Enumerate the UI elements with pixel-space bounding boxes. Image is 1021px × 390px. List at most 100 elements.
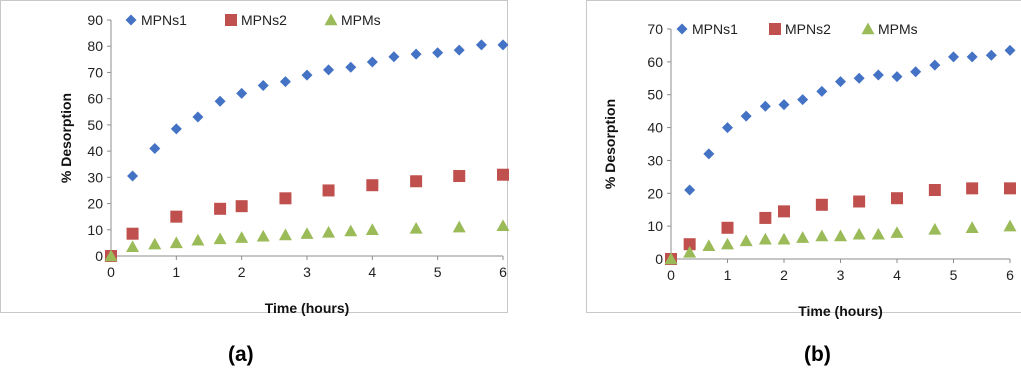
chart-a-x-axis-title: Time (hours)	[265, 300, 350, 316]
chart-b-mpns2-point	[759, 211, 772, 224]
chart-b-x-tick-label: 3	[837, 267, 845, 283]
chart-b-mpms-point	[721, 237, 734, 250]
chart-a-y-axis-title: % Desorption	[58, 93, 74, 183]
chart-a-y-tick-label: 70	[87, 64, 103, 80]
chart-b-y-tick-label: 30	[647, 152, 663, 168]
chart-a-mpms-point	[496, 219, 510, 232]
chart-b-mpns2-point	[721, 221, 734, 234]
chart-a-y-tick-label: 30	[87, 169, 103, 185]
chart-a-mpns1-point	[214, 95, 226, 107]
chart-a-mpms-point	[256, 229, 270, 242]
chart-b-y-axis-title: % Desorption	[602, 99, 618, 189]
chart-a-x-tick-label: 1	[172, 264, 180, 280]
chart-a-mpns1-point	[345, 61, 357, 73]
chart-a-mpns1-point	[236, 87, 248, 99]
chart-b-x-tick-label: 0	[667, 267, 675, 283]
chart-b-y-tick-label: 0	[655, 251, 663, 267]
chart-a-mpns2-point	[214, 202, 227, 215]
chart-a-mpms-point	[191, 233, 205, 246]
chart-b-mpns2-point	[853, 195, 866, 208]
chart-a-mpns1-point	[127, 170, 139, 182]
chart-panel-a: 0 10 20 30 40 50 60 70 80 90 0 1 2 3 4 5 6 Time (hours) % …	[0, 0, 510, 316]
chart-a-x-tick-label: 4	[368, 264, 376, 280]
chart-a-mpns1-point	[323, 64, 335, 76]
chart-b-mpns1-point	[966, 51, 978, 63]
chart-a-mpms-point	[344, 224, 358, 237]
chart-a-mpns1-point	[432, 47, 444, 59]
chart-a-y-tick-label: 50	[87, 117, 103, 133]
chart-b-mpms-point	[834, 229, 847, 242]
chart-b-mpms-point	[702, 239, 716, 252]
chart-a-x-tick-label: 2	[238, 264, 246, 280]
chart-b-legend-mpns1-label: MPNs1	[692, 21, 738, 37]
chart-b-mpns1-point	[929, 59, 941, 71]
chart-b-mpms-point	[664, 252, 678, 265]
chart-b-y-tick-label: 50	[647, 87, 663, 103]
chart-a-x-tick-label: 6	[499, 264, 507, 280]
chart-b-legend-mpns2-marker	[769, 23, 781, 35]
chart-b-mpns1-point	[835, 76, 846, 88]
chart-b-y-tick-label: 20	[647, 185, 663, 201]
chart-a-mpns2-point	[497, 168, 509, 181]
chart-a-legend-mpms-marker	[324, 13, 338, 26]
chart-a-mpns1-point	[497, 39, 509, 51]
chart-b-mpns1-point	[740, 110, 752, 122]
chart-b-x-tick-label: 6	[1006, 267, 1014, 283]
chart-a-y-tick-label: 0	[95, 248, 103, 264]
chart-a-mpns1-point	[149, 142, 161, 154]
chart-b-mpns1-point	[778, 99, 790, 111]
chart-a-mpns2-point	[170, 210, 183, 223]
chart-a-mpns2-point	[279, 192, 292, 205]
chart-a-legend-mpns2-marker	[225, 14, 237, 26]
chart-b-mpms-point	[796, 231, 810, 243]
chart-b-x-tick-label: 5	[950, 267, 958, 283]
chart-a-legend-mpns1-label: MPNs1	[141, 12, 187, 28]
chart-a-mpns1-point	[410, 48, 422, 60]
chart-a-mpns1-point	[279, 76, 291, 88]
chart-a-legend-mpns2-label: MPNs2	[241, 12, 287, 28]
chart-b-mpns2-point	[1004, 182, 1016, 195]
chart-a-mpns2-point	[235, 200, 248, 213]
chart-b-mpns1-point	[759, 100, 771, 112]
chart-b-mpns1-point	[703, 148, 715, 160]
chart-a-mpms-point	[213, 232, 227, 245]
chart-b-mpns1-point	[684, 184, 696, 196]
chart-b-mpns1-point	[910, 66, 922, 78]
chart-a-mpns2-point	[322, 184, 335, 197]
chart-b-mpms-point	[890, 226, 904, 238]
panel-label-b: (b)	[804, 343, 831, 366]
chart-b-y-tick-label: 60	[647, 54, 663, 70]
chart-a-mpms-point	[300, 227, 314, 239]
chart-a-mpns1-point	[257, 80, 269, 92]
chart-a-mpns2-point	[366, 179, 379, 192]
chart-a-x-tick-label: 0	[107, 264, 115, 280]
chart-a-legend-mpms-label: MPMs	[341, 12, 381, 28]
chart-a-y-tick-label: 40	[87, 143, 103, 159]
chart-b-legend-mpms-marker	[861, 22, 875, 35]
chart-a-mpns1-point	[170, 123, 182, 135]
chart-b-mpms-point	[852, 227, 866, 240]
chart-a-y-tick-label: 60	[87, 91, 103, 107]
chart-a-mpms-point	[452, 220, 466, 233]
chart-a-x-tick-label: 3	[303, 264, 311, 280]
chart-a-mpms-point	[409, 221, 423, 234]
chart-a-mpns1-point	[192, 111, 204, 123]
chart-b-mpns1-point	[722, 122, 733, 134]
chart-a-y-tick-label: 90	[87, 12, 103, 28]
chart-b-mpns2-point	[891, 192, 903, 205]
chart-a-mpms-point	[365, 223, 379, 235]
chart-b-x-axis-title: Time (hours)	[798, 303, 883, 319]
chart-b-mpms-point	[683, 245, 697, 258]
chart-b-legend-mpms-label: MPMs	[878, 21, 918, 37]
chart-a-mpns2-point	[453, 170, 466, 183]
chart-b-mpms-point	[965, 221, 979, 233]
chart-b-mpns1-point	[985, 49, 997, 61]
chart-a-mpns1-point	[366, 56, 378, 68]
chart-a-mpns1-point	[475, 39, 487, 51]
chart-b-legend-mpns1-marker	[676, 23, 688, 35]
chart-a-mpns2-point	[126, 227, 139, 240]
chart-a-x-tick-label: 5	[434, 264, 442, 280]
chart-b-mpns2-point	[683, 238, 696, 251]
chart-b-mpms-point	[1003, 219, 1017, 232]
chart-a-y-tick-label: 80	[87, 38, 103, 54]
